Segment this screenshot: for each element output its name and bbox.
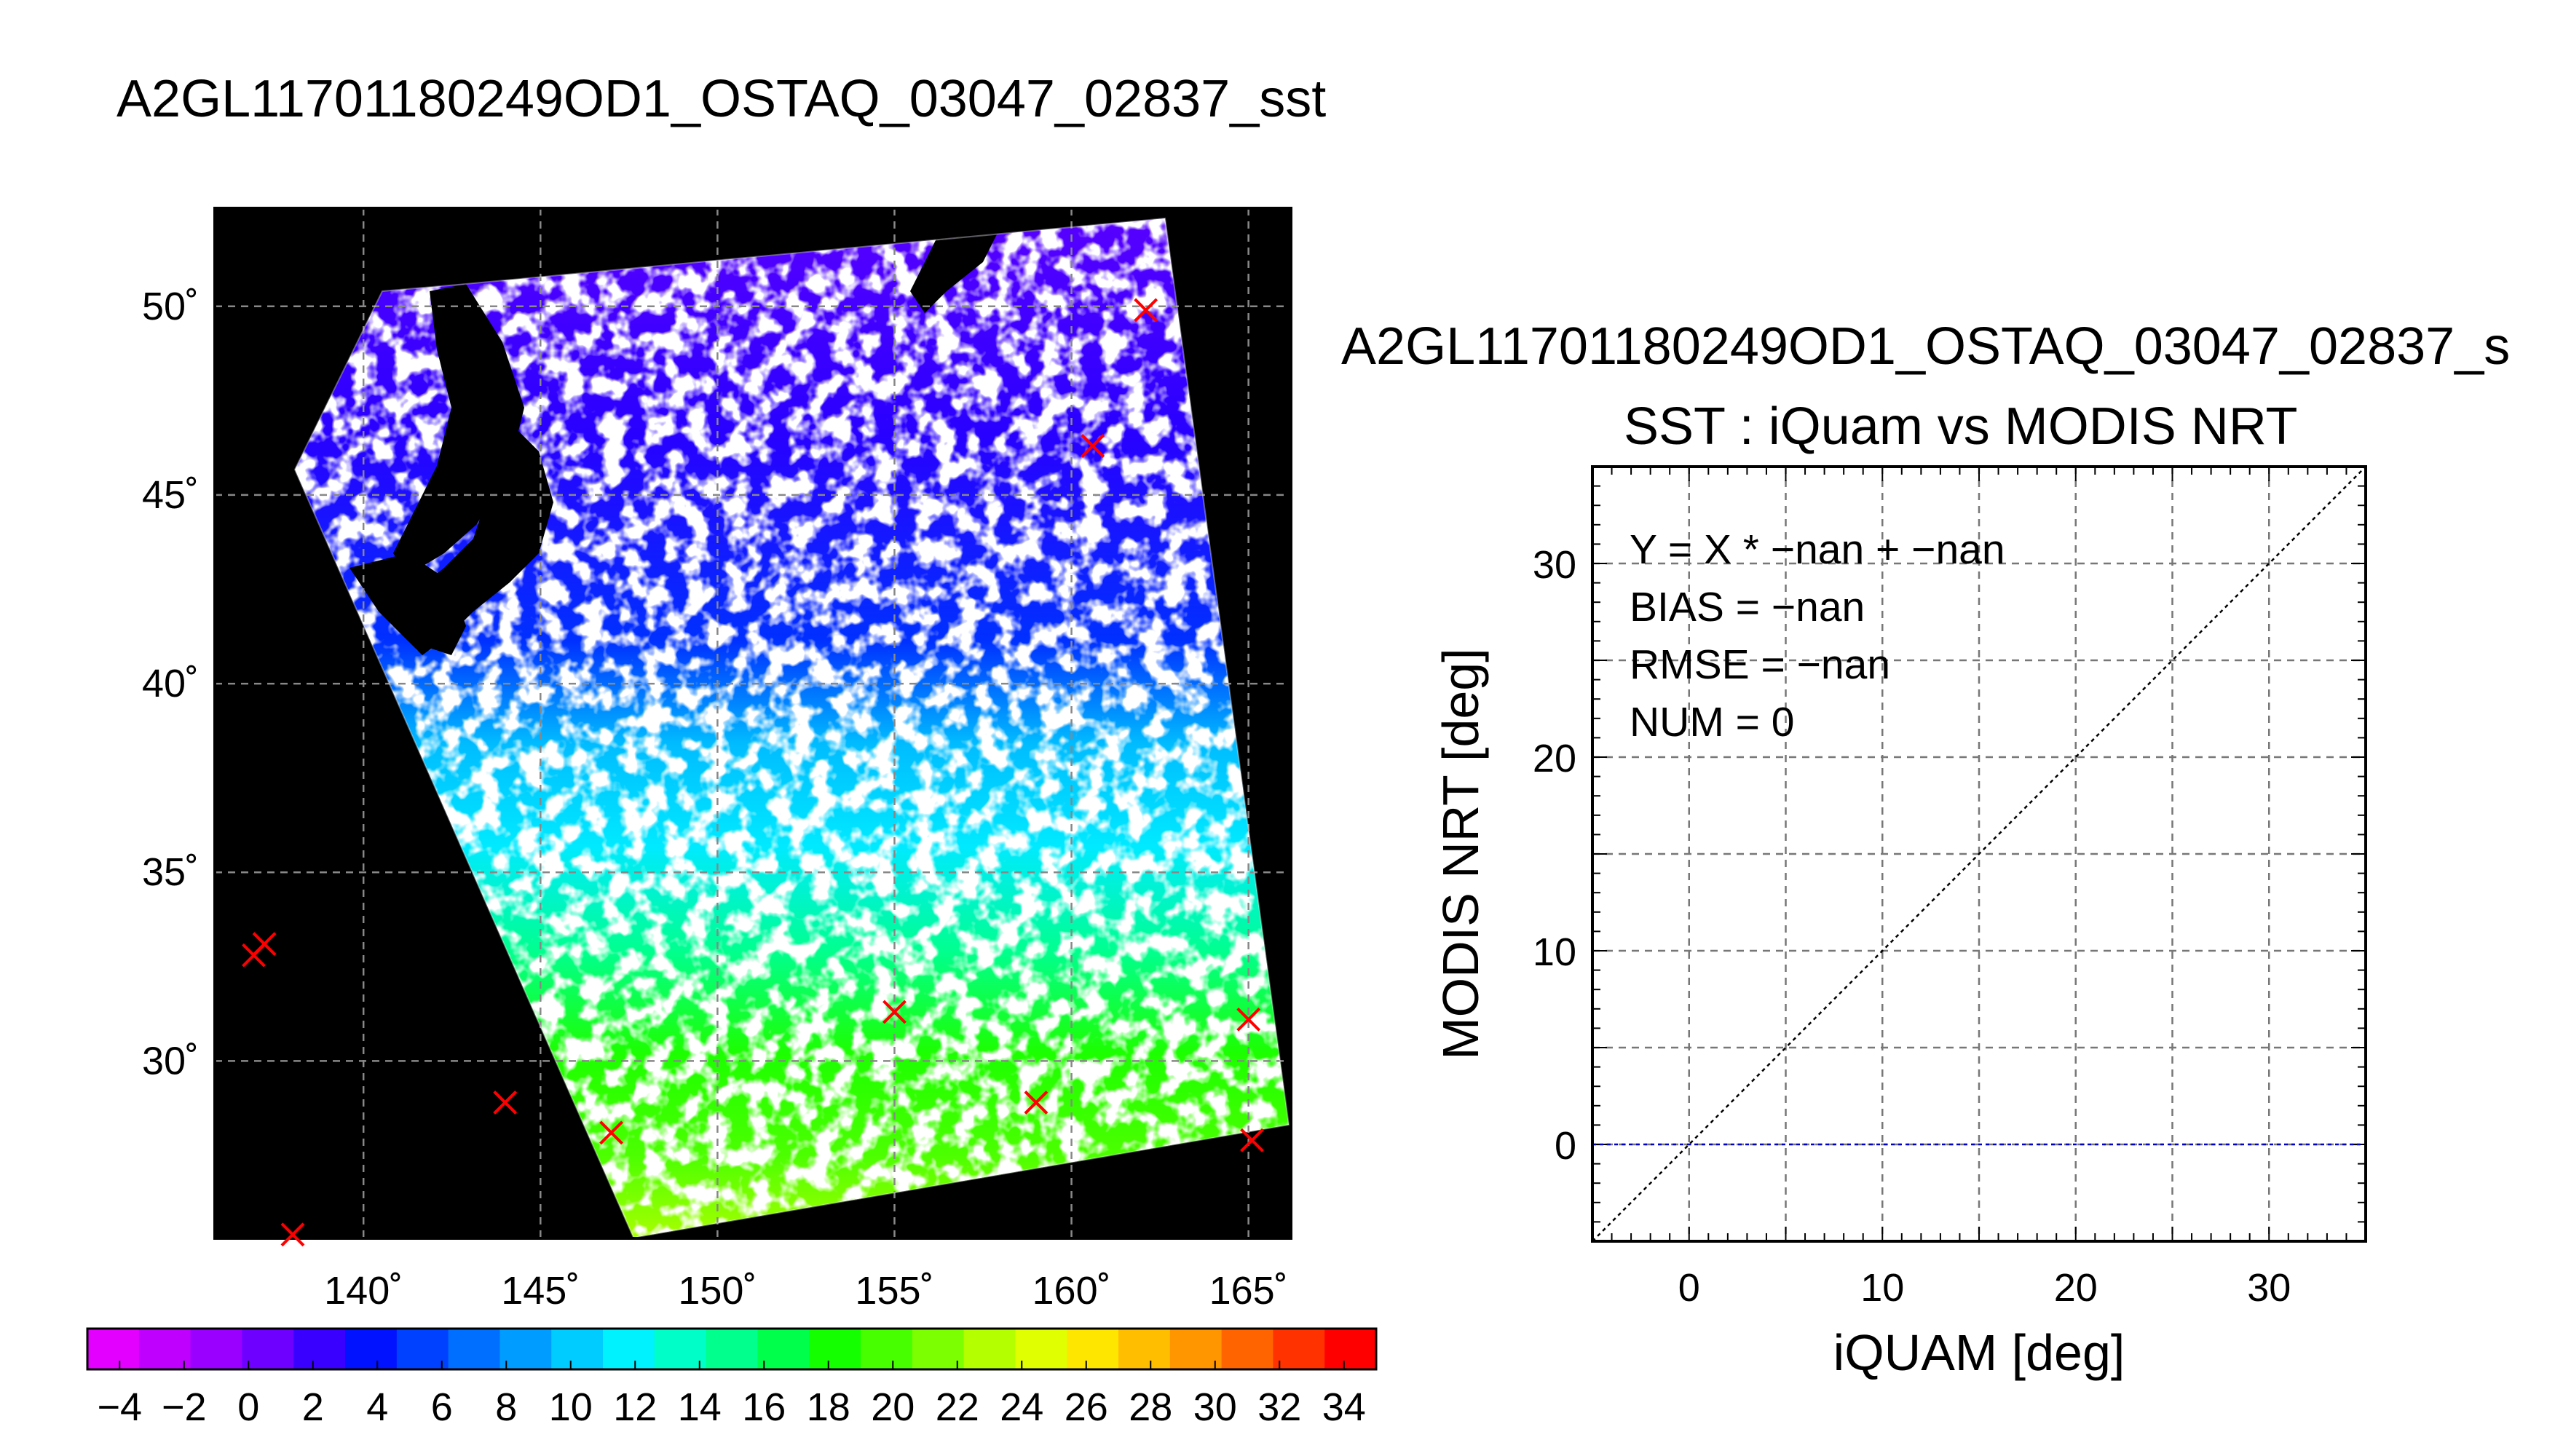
- colorbar-cell: [138, 1329, 191, 1369]
- scatter-y-tick-label: 30: [1533, 543, 1576, 587]
- colorbar: −4 −2 0 2 4 6 8 10 12 14 16 18 20 22 24 26 28 30 32 34: [86, 1327, 1378, 1429]
- scatter-panel: 0 10 20 30 0 10 20 30 iQUAM [deg] MODIS NRT [d…: [1432, 465, 2367, 1381]
- map-lon-tick-label: 150˚: [678, 1269, 757, 1313]
- stats-regression: Y = X * −nan + −nan: [1630, 526, 2005, 573]
- map-marker: [1081, 434, 1105, 458]
- map-marker: [1134, 298, 1158, 323]
- colorbar-tick-label: 22: [936, 1385, 979, 1429]
- colorbar-cell: [293, 1329, 346, 1369]
- colorbar-cell: [963, 1329, 1016, 1369]
- map-marker: [280, 1222, 305, 1247]
- map-marker: [1024, 1090, 1049, 1115]
- colorbar-cell: [1067, 1329, 1119, 1369]
- stats-rmse: RMSE = −nan: [1630, 641, 1890, 688]
- colorbar-cell: [396, 1329, 449, 1369]
- colorbar-cell: [912, 1329, 965, 1369]
- map-panel: 140˚ 145˚ 150˚ 155˚ 160˚ 165˚ 30˚ 35˚ 40˚ 45˚ 50˚: [142, 207, 1292, 1313]
- scatter-y-tick-label: 10: [1533, 930, 1576, 974]
- colorbar-tick-label: −4: [97, 1385, 142, 1429]
- colorbar-cell: [87, 1329, 140, 1369]
- map-marker: [882, 1000, 907, 1024]
- map-marker: [493, 1090, 518, 1115]
- colorbar-cell: [1015, 1329, 1067, 1369]
- colorbar-tick-label: 2: [302, 1385, 324, 1429]
- colorbar-tick-label: 28: [1129, 1385, 1172, 1429]
- page-title: A2GL11701180249OD1_OSTAQ_03047_02837_sst: [117, 70, 1327, 128]
- colorbar-tick-label: 12: [613, 1385, 657, 1429]
- x-axis-label: iQUAM [deg]: [1833, 1324, 2125, 1381]
- colorbar-tick-label: 14: [678, 1385, 722, 1429]
- colorbar-cell: [1273, 1329, 1325, 1369]
- colorbar-tick-label: −2: [162, 1385, 207, 1429]
- colorbar-cell: [861, 1329, 913, 1369]
- colorbar-cell: [242, 1329, 294, 1369]
- land-mass: [393, 284, 524, 575]
- stats-box: Y = X * −nan + −nan BIAS = −nan RMSE = −…: [1630, 526, 2005, 745]
- colorbar-cell: [448, 1329, 500, 1369]
- colorbar-tick-label: 8: [495, 1385, 517, 1429]
- colorbar-tick-label: 16: [742, 1385, 786, 1429]
- map-marker: [1236, 1007, 1261, 1032]
- map-marker: [242, 943, 266, 968]
- colorbar-tick-label: 30: [1193, 1385, 1237, 1429]
- land-mass: [910, 218, 1005, 313]
- map-lon-tick-label: 160˚: [1032, 1269, 1111, 1313]
- scatter-x-tick-label: 10: [1860, 1266, 1904, 1310]
- map-grid: [215, 208, 1291, 1238]
- scatter-x-tick-label: 20: [2054, 1266, 2098, 1310]
- map-lon-tick-label: 145˚: [501, 1269, 580, 1313]
- colorbar-tick-label: 0: [237, 1385, 259, 1429]
- colorbar-cell: [1324, 1329, 1377, 1369]
- scatter-subtitle: SST : iQuam vs MODIS NRT: [1624, 397, 2298, 456]
- colorbar-cell: [809, 1329, 861, 1369]
- colorbar-tick-label: 20: [871, 1385, 915, 1429]
- colorbar-cell: [551, 1329, 604, 1369]
- colorbar-cell: [345, 1329, 398, 1369]
- colorbar-cell: [1118, 1329, 1171, 1369]
- colorbar-frame: [86, 1327, 1378, 1371]
- colorbar-tick-label: 4: [366, 1385, 388, 1429]
- scatter-x-tick-label: 0: [1678, 1266, 1700, 1310]
- stats-bias: BIAS = −nan: [1630, 584, 1865, 630]
- colorbar-tick-label: 10: [549, 1385, 593, 1429]
- colorbar-tick-label: 26: [1065, 1385, 1108, 1429]
- map-markers: [242, 298, 1264, 1247]
- scatter-frame: [1591, 465, 2367, 1243]
- map-lon-tick-label: 140˚: [324, 1269, 403, 1313]
- scatter-y-tick-label: 0: [1555, 1124, 1576, 1168]
- colorbar-tick-label: 24: [1000, 1385, 1043, 1429]
- scatter-y-tick-label: 20: [1533, 737, 1576, 780]
- scatter-title: A2GL11701180249OD1_OSTAQ_03047_02837_s: [1341, 317, 2511, 376]
- colorbar-tick-label: 32: [1257, 1385, 1301, 1429]
- colorbar-cell: [654, 1329, 707, 1369]
- map-lat-tick-label: 35˚: [142, 850, 199, 894]
- colorbar-tick-label: 6: [431, 1385, 453, 1429]
- map-lon-tick-label: 165˚: [1209, 1269, 1288, 1313]
- map-lat-tick-label: 30˚: [142, 1039, 199, 1083]
- colorbar-cell: [190, 1329, 242, 1369]
- colorbar-cell: [603, 1329, 655, 1369]
- colorbar-tick-label: 34: [1322, 1385, 1366, 1429]
- colorbar-cell: [1221, 1329, 1273, 1369]
- map-lat-tick-label: 45˚: [142, 473, 199, 517]
- land-mass: [350, 553, 466, 655]
- map-lon-tick-label: 155˚: [855, 1269, 933, 1313]
- colorbar-cell: [706, 1329, 758, 1369]
- map-marker: [1240, 1128, 1264, 1152]
- scatter-x-tick-label: 30: [2247, 1266, 2291, 1310]
- identity-line: [1592, 466, 2366, 1242]
- map-marker: [599, 1120, 623, 1145]
- stats-num: NUM = 0: [1630, 699, 1794, 745]
- colorbar-tick-label: 18: [807, 1385, 850, 1429]
- colorbar-cell: [757, 1329, 810, 1369]
- map-frame: [213, 207, 1292, 1240]
- y-axis-label: MODIS NRT [deg]: [1432, 648, 1489, 1059]
- map-lat-tick-label: 40˚: [142, 662, 199, 705]
- colorbar-cell: [1169, 1329, 1223, 1369]
- map-lat-tick-label: 50˚: [142, 285, 199, 328]
- colorbar-cell: [499, 1329, 552, 1369]
